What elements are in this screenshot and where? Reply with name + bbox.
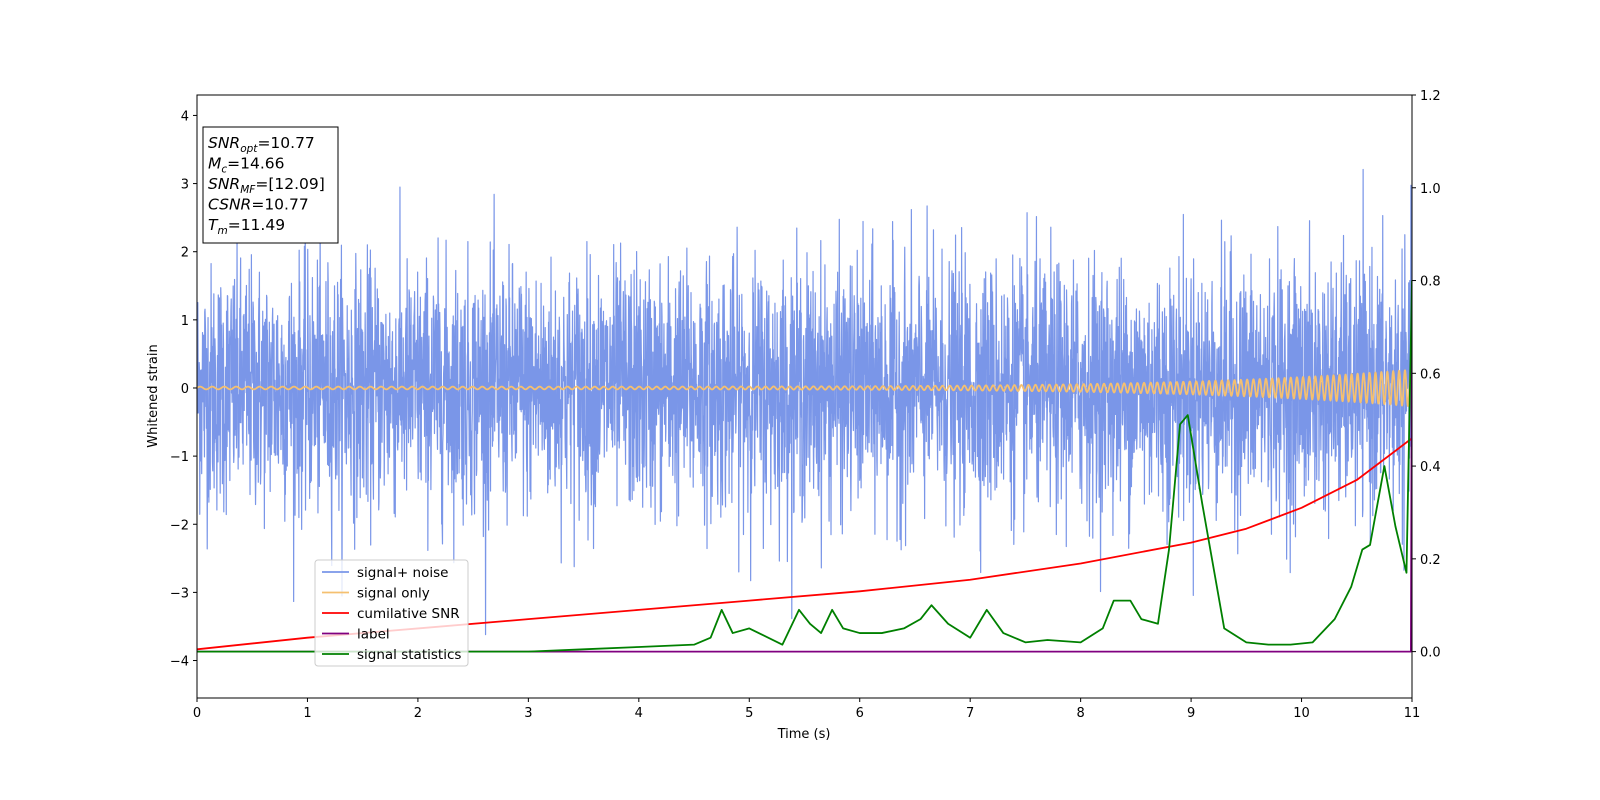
annotation-line: SNRopt=10.77 [208, 134, 315, 155]
y-left-tick-label: −1 [170, 450, 189, 465]
annotation-box: SNRopt=10.77Mc=14.66SNRMF=[12.09]CSNR=10… [202, 126, 339, 244]
legend-label: cumilative SNR [357, 606, 460, 622]
annotation-value: =10.77 [251, 196, 308, 214]
y-left-tick-label: 0 [181, 382, 189, 397]
x-tick-label: 8 [1076, 706, 1084, 721]
y-left-tick-label: 1 [181, 314, 189, 329]
x-tick-label: 11 [1404, 706, 1421, 721]
y-right-tick-label: 1.0 [1420, 182, 1441, 197]
legend-label: signal statistics [357, 647, 461, 663]
x-axis-label: Time (s) [777, 727, 831, 742]
x-tick-label: 7 [966, 706, 974, 721]
y-right-tick-label: 0.2 [1420, 553, 1441, 568]
x-tick-label: 1 [303, 706, 311, 721]
y-left-tick-label: 2 [181, 246, 189, 261]
y-left-tick-label: −2 [170, 518, 189, 533]
x-tick-label: 2 [414, 706, 422, 721]
series-line-signal-statistics [197, 280, 1412, 653]
series-line-signal-only [197, 368, 1412, 407]
y-right-tick-label: 1.2 [1420, 89, 1441, 104]
y-right-tick-label: 0.4 [1420, 460, 1441, 475]
y-left-tick-label: 4 [181, 109, 189, 124]
annotation-symbol: SNR [208, 175, 240, 193]
x-tick-label: 3 [524, 706, 532, 721]
x-tick-label: 0 [193, 706, 201, 721]
annotation-symbol: CSNR [208, 196, 251, 214]
annotation-value: =10.77 [257, 134, 314, 152]
y-left-tick-label: −4 [170, 655, 189, 670]
annotation-value: =14.66 [227, 155, 284, 173]
plot-frame [196, 94, 1413, 699]
annotation-symbol: T [208, 216, 219, 234]
x-tick-label: 6 [856, 706, 864, 721]
y-right-tick-label: 0.8 [1420, 275, 1441, 290]
annotation-subscript: opt [240, 143, 258, 155]
annotation-symbol: M [208, 155, 221, 173]
legend-frame [314, 559, 469, 667]
annotation-line: SNRMF=[12.09] [208, 175, 325, 196]
annotation-line: CSNR=10.77 [208, 196, 309, 214]
annotation-symbol: SNR [208, 134, 240, 152]
legend-label: signal+ noise [357, 565, 448, 581]
legend: signal+ noise signal only cumilative SNR la… [314, 559, 469, 667]
ticks-layer: 0 1 2 3 4 5 6 7 8 9 10 11 −4 −3 −2 −1 0 1 2 3 4 0.0 0.2 0.4 0.6 0… [170, 89, 1441, 721]
annotation-value: =[12.09] [255, 175, 324, 193]
y-left-tick-label: −3 [170, 586, 189, 601]
annotation-value: =11.49 [228, 216, 285, 234]
annotation-subscript: c [221, 164, 227, 176]
annotation-subscript: MF [240, 184, 256, 196]
y-left-tick-label: 3 [181, 178, 189, 193]
legend-label: label [357, 627, 390, 643]
annotation-line: Mc=14.66 [208, 155, 285, 176]
y-right-tick-label: 0.6 [1420, 367, 1441, 382]
x-tick-label: 5 [745, 706, 753, 721]
annotation-subscript: m [217, 225, 227, 237]
x-tick-label: 9 [1187, 706, 1195, 721]
legend-label: signal only [357, 586, 430, 602]
x-tick-label: 10 [1293, 706, 1310, 721]
annotation-line: Tm=11.49 [208, 216, 285, 237]
y-right-tick-label: 0.0 [1420, 646, 1441, 661]
y-axis-label: Whitened strain [146, 344, 161, 447]
x-tick-label: 4 [635, 706, 643, 721]
